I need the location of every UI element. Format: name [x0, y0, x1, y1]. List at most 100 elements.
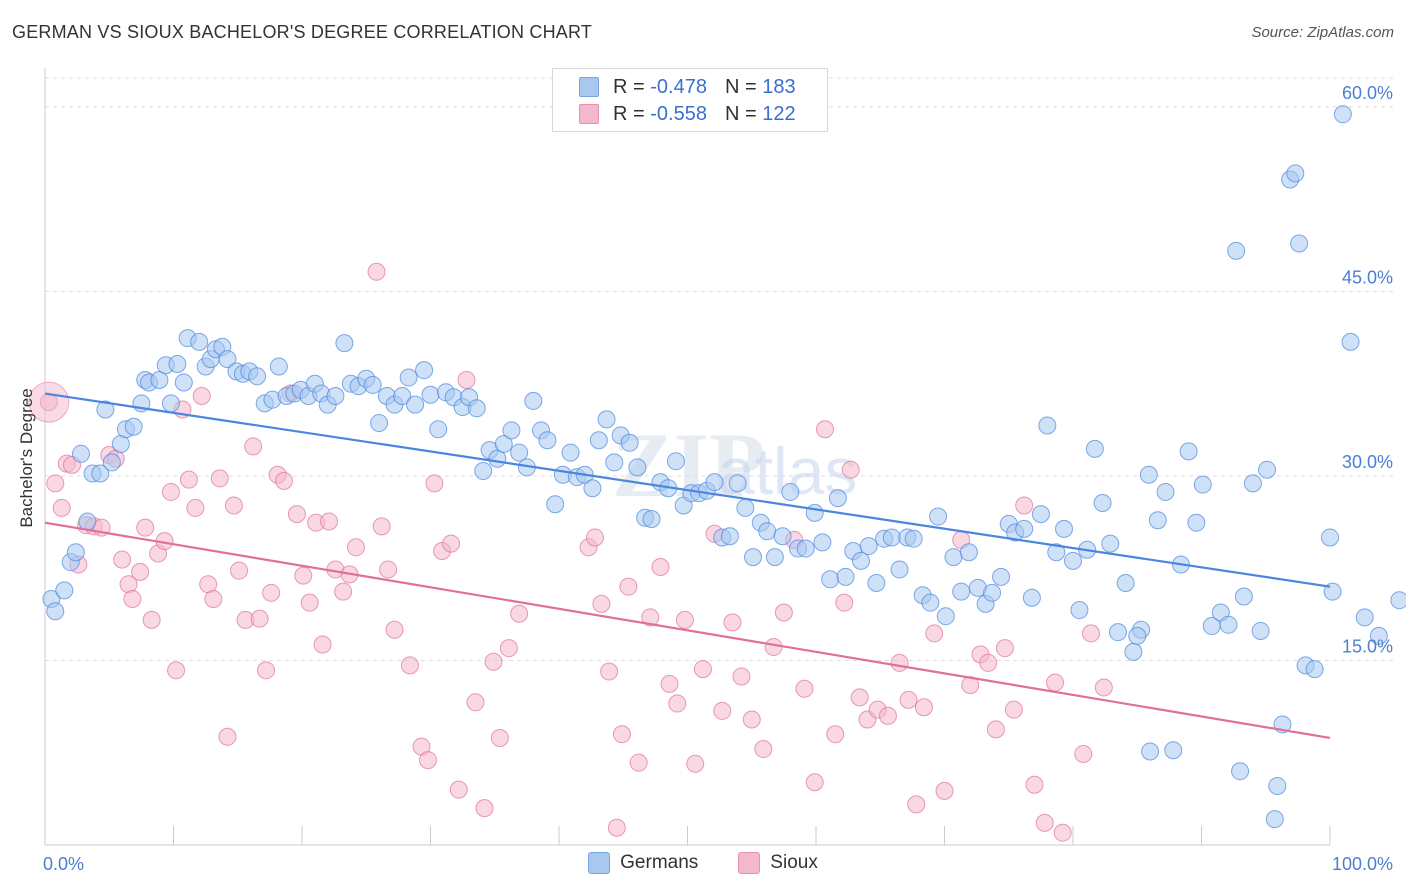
sioux-point	[612, 725, 631, 744]
sioux-point	[449, 780, 468, 799]
germans-point	[781, 482, 800, 501]
legend-item-germans[interactable]: Germans	[588, 852, 698, 874]
x-tick-label: 0.0%	[43, 854, 84, 874]
germans-point	[1355, 608, 1374, 627]
germans-point	[867, 573, 886, 592]
sioux-point	[925, 624, 944, 643]
germans-point	[589, 431, 608, 450]
germans-point	[561, 443, 580, 462]
sioux-point	[275, 471, 294, 490]
germans-legend-swatch	[588, 852, 611, 874]
sioux-point	[28, 381, 70, 423]
germans-point	[1128, 626, 1147, 645]
sioux-point	[1074, 744, 1093, 763]
sioux-point	[466, 693, 485, 712]
sioux-point	[907, 795, 926, 814]
sioux-point	[660, 674, 679, 693]
sioux-point	[600, 662, 619, 681]
legend-item-sioux[interactable]: Sioux	[738, 852, 818, 874]
sioux-trend-line	[44, 521, 1331, 740]
sioux-point	[287, 505, 306, 524]
germans-point	[1085, 439, 1104, 458]
sioux-point	[815, 420, 834, 439]
axes	[44, 68, 1331, 846]
germans-point	[851, 551, 870, 570]
germans-point	[393, 386, 412, 405]
germans-point	[620, 433, 639, 452]
germans-point	[1193, 475, 1212, 494]
sioux-point	[186, 498, 205, 517]
sioux-point	[935, 781, 954, 800]
germans-point	[1305, 660, 1324, 679]
sioux-point	[742, 710, 761, 729]
sioux-point	[914, 698, 933, 717]
sioux-point	[262, 583, 281, 602]
germans-point	[1258, 460, 1277, 479]
germans-point	[102, 453, 121, 472]
germans-point	[720, 527, 739, 546]
germans-point	[904, 529, 923, 548]
germans-point	[1219, 615, 1238, 634]
sioux-point	[319, 512, 338, 531]
germans-point	[1141, 742, 1160, 761]
sioux-point	[142, 610, 161, 629]
sioux-point	[805, 773, 824, 792]
germans-point	[248, 367, 267, 386]
y-tick-label: 60.0%	[1342, 83, 1393, 103]
germans-point	[218, 350, 237, 369]
sioux-point	[1094, 678, 1113, 697]
germans-point	[1116, 573, 1135, 592]
sioux-point	[686, 754, 705, 773]
germans-point	[1251, 621, 1270, 640]
sioux-point	[123, 589, 142, 608]
germans-point	[168, 355, 187, 374]
germans-point	[821, 570, 840, 589]
germans-point	[1390, 591, 1406, 610]
sioux-point	[442, 534, 461, 553]
x-tick-label: 100.0%	[1332, 854, 1393, 874]
germans-point	[502, 421, 521, 440]
y-tick-label: 15.0%	[1342, 636, 1393, 656]
legend-n-value: 183	[762, 75, 796, 98]
sioux-point	[764, 637, 783, 656]
germans-point	[406, 395, 425, 414]
sioux-point	[418, 751, 437, 770]
germans-point	[605, 453, 624, 472]
germans-point	[1164, 741, 1183, 760]
sioux-point	[300, 593, 319, 612]
germans-point	[666, 452, 685, 471]
sioux-point	[850, 688, 869, 707]
legend-r-label: R =	[613, 75, 645, 98]
sioux-point	[346, 538, 365, 557]
germans-point	[524, 391, 543, 410]
sioux-point	[878, 706, 897, 725]
sioux-point	[1004, 700, 1023, 719]
y-tick-label: 30.0%	[1342, 452, 1393, 472]
germans-point	[1101, 534, 1120, 553]
germans-point	[399, 368, 418, 387]
germans-point	[805, 503, 824, 522]
sioux-point	[475, 799, 494, 818]
germans-point	[1093, 494, 1112, 513]
sioux-point	[167, 661, 186, 680]
germans-point	[1243, 474, 1262, 493]
sioux-point	[192, 386, 211, 405]
sioux-point	[250, 609, 269, 628]
chart-source: Source: ZipAtlas.com	[1251, 24, 1394, 41]
sioux-point	[795, 679, 814, 698]
legend-r-label: R =	[613, 102, 645, 125]
germans-point	[813, 533, 832, 552]
sioux-point	[693, 660, 712, 679]
germans-point	[335, 334, 354, 353]
germans-point	[1031, 505, 1050, 524]
y-axis-label: Bachelor's Degree	[17, 388, 36, 528]
germans-point	[1341, 332, 1360, 351]
sioux-point	[230, 561, 249, 580]
germans-point	[370, 414, 389, 433]
sioux-point	[294, 566, 313, 585]
germans-swatch	[579, 77, 599, 97]
germans-point	[1286, 164, 1305, 183]
sioux-point	[986, 720, 1005, 739]
germans-point	[494, 434, 513, 453]
sioux-point	[629, 753, 648, 772]
